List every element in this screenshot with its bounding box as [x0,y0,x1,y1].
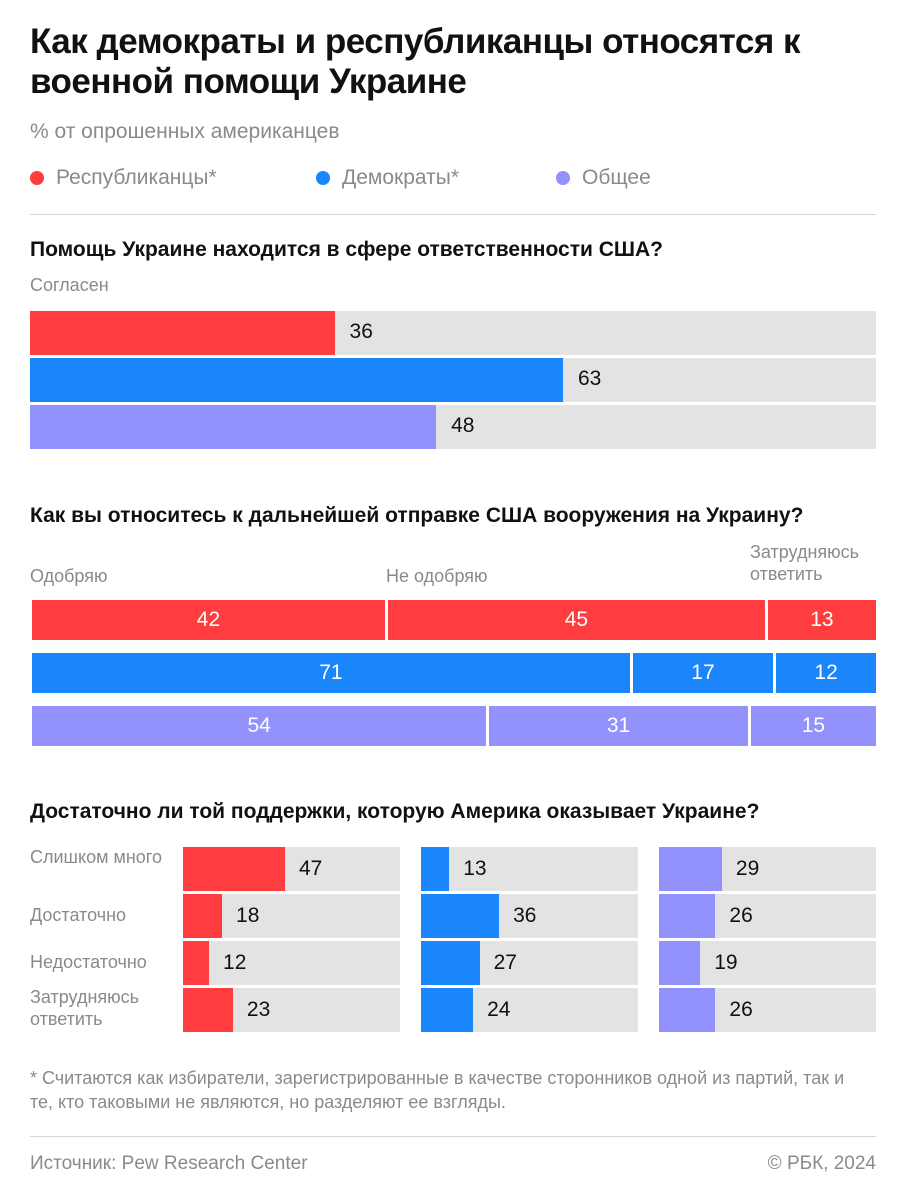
q3-track-total-1: 26 [659,894,876,938]
source: Источник: Pew Research Center [30,1153,308,1174]
q1-track-total: 48 [30,405,876,449]
q1-value-total: 48 [451,414,475,437]
q2-header-approve: Одобряю [30,566,108,586]
q1-track-republicans: 36 [30,311,876,355]
q3-category-label-2: Недостаточно [30,952,147,972]
chart-title: Как демократы и республиканцы относятся … [30,22,801,101]
copyright: © РБК, 2024 [767,1153,876,1174]
q3-bar-total-2 [659,941,701,985]
q3-value-total-0: 29 [735,857,760,880]
q2-segment-republicans-1: 45 [387,600,765,640]
q1-bar-republicans [30,311,335,355]
chart-subtitle: % от опрошенных американцев [30,120,340,143]
q3-category-label-1: Достаточно [30,905,127,925]
q3-track-democrats-3: 24 [421,988,638,1032]
divider-top [30,214,876,215]
q2-segment-total-2: 15 [750,706,876,746]
q3-bar-republicans-0 [183,847,285,891]
q1-value-republicans: 36 [349,320,373,343]
q3-bar-democrats-3 [421,988,474,1032]
legend-dot-total [556,171,570,185]
q2-segment-total-0: 54 [32,706,487,746]
q2-header-undecided: Затрудняюсь ответить [750,542,860,584]
q3-track-democrats-1: 36 [421,894,638,938]
q3-track-total-3: 26 [659,988,876,1032]
q1-sublabel: Согласен [30,275,109,295]
divider-bottom [30,1136,876,1137]
q3-value-republicans-3: 23 [246,998,271,1021]
q3-track-democrats-0: 13 [421,847,638,891]
q1-track-democrats: 63 [30,358,876,402]
q2-segment-republicans-2: 13 [767,600,876,640]
legend-label-democrats: Демократы* [342,166,459,189]
q3-value-democrats-2: 27 [493,951,517,974]
legend: Республиканцы* Демократы* Общее [30,166,880,194]
q1-value-democrats: 63 [577,367,602,390]
legend-item-democrats: Демократы* [316,166,459,190]
q3-bar-democrats-2 [421,941,480,985]
q3-bar-republicans-1 [183,894,223,938]
q3-track-total-2: 19 [659,941,876,985]
q3-track-republicans-1: 18 [183,894,400,938]
legend-item-total: Общее [556,166,651,190]
q1-title: Помощь Украине находится в сфере ответст… [30,238,664,261]
legend-label-total: Общее [582,166,651,189]
q3-bar-total-1 [659,894,716,938]
q3-track-democrats-2: 27 [421,941,638,985]
q3-category-label-0: Слишком много [30,847,162,867]
q3-bar-republicans-2 [183,941,210,985]
q3-track-republicans-3: 23 [183,988,400,1032]
q2-segment-democrats-2: 12 [776,653,876,693]
q3-title: Достаточно ли той поддержки, которую Аме… [30,800,760,823]
q3-value-total-3: 26 [729,998,753,1021]
legend-item-republicans: Республиканцы* [30,166,217,190]
q3-value-republicans-2: 12 [223,951,247,974]
q1-bar-democrats [30,358,563,402]
q3-track-republicans-2: 12 [183,941,400,985]
legend-dot-republicans [30,171,44,185]
q2-title: Как вы относитесь к дальнейшей отправке … [30,504,804,527]
q3-value-republicans-1: 18 [236,904,260,927]
q3-value-democrats-0: 13 [463,857,487,880]
q2-segment-democrats-0: 71 [32,653,630,693]
q3-category-label-3: Затрудняюсь ответить [30,987,140,1029]
q3-bar-total-3 [659,988,716,1032]
q3-bar-republicans-3 [183,988,233,1032]
q2-header-disapprove: Не одобряю [386,566,488,586]
q2-segment-democrats-1: 17 [632,653,774,693]
q3-value-total-2: 19 [714,951,738,974]
q3-track-total-0: 29 [659,847,876,891]
q3-value-republicans-0: 47 [298,857,323,880]
q3-value-democrats-3: 24 [487,998,511,1021]
q3-value-democrats-1: 36 [513,904,537,927]
q3-track-republicans-0: 47 [183,847,400,891]
q3-bar-total-0 [659,847,722,891]
q2-segment-total-1: 31 [489,706,748,746]
q2-segment-republicans-0: 42 [32,600,385,640]
footnote: * Считаются как избиратели, зарегистриро… [30,1068,845,1112]
q3-value-total-1: 26 [729,904,753,927]
q3-bar-democrats-0 [421,847,450,891]
legend-dot-democrats [316,171,330,185]
q3-bar-democrats-1 [421,894,500,938]
legend-label-republicans: Республиканцы* [56,166,217,189]
q1-bar-total [30,405,437,449]
